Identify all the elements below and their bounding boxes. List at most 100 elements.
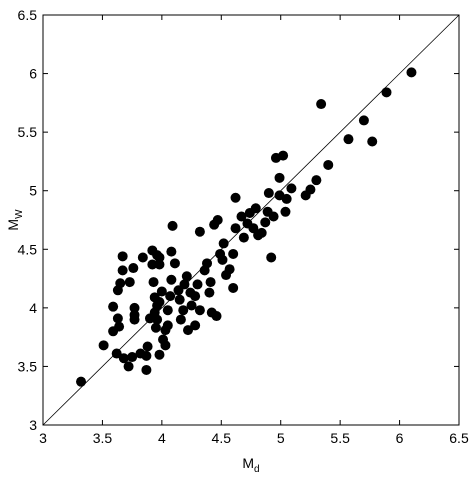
point (305, 184, 316, 195)
point (166, 274, 177, 285)
point (183, 325, 194, 336)
point (128, 263, 139, 274)
x-tick-label: 3 (39, 430, 47, 446)
point (192, 279, 203, 290)
point (268, 211, 279, 222)
point (154, 259, 165, 270)
x-tick-label: 6.5 (449, 430, 469, 446)
point (250, 203, 261, 214)
point (278, 150, 289, 161)
point (212, 215, 223, 225)
point (205, 277, 216, 288)
point (175, 314, 186, 325)
point (186, 300, 197, 311)
y-tick-label: 6 (29, 66, 37, 82)
point (156, 286, 167, 297)
point (137, 252, 148, 263)
y-tick-label: 3 (29, 417, 37, 433)
point (281, 193, 292, 204)
point (154, 349, 165, 360)
point (154, 252, 165, 263)
point (165, 291, 176, 302)
point (112, 313, 123, 324)
point (260, 217, 271, 228)
point (256, 227, 267, 238)
point (152, 314, 163, 325)
y-tick-label: 4.5 (18, 241, 38, 257)
point (230, 192, 241, 203)
point (141, 364, 152, 375)
point (224, 264, 235, 275)
point (127, 352, 138, 363)
point (211, 311, 222, 322)
point (162, 305, 173, 316)
point (160, 340, 171, 351)
point (323, 159, 334, 170)
x-tick-label: 5 (277, 430, 285, 446)
point (190, 291, 201, 302)
point (263, 188, 274, 199)
point (190, 320, 201, 331)
point (178, 305, 189, 316)
point (228, 282, 239, 293)
point (381, 87, 392, 98)
point (98, 340, 109, 351)
point (118, 353, 129, 364)
point (179, 279, 190, 290)
point (218, 238, 229, 249)
point (280, 206, 291, 217)
point (111, 348, 122, 359)
x-tick-label: 3.5 (93, 430, 113, 446)
point (124, 277, 135, 288)
x-tick-label: 6 (396, 430, 404, 446)
point (266, 252, 277, 263)
point (174, 294, 185, 305)
point (181, 271, 192, 282)
point (204, 287, 215, 298)
point (108, 301, 119, 312)
point (228, 248, 239, 259)
point (142, 341, 153, 352)
point (117, 251, 128, 262)
point (129, 309, 140, 320)
point (76, 376, 87, 387)
y-axis-label: MW (5, 209, 25, 231)
point (167, 220, 178, 231)
point (148, 277, 159, 288)
point (311, 175, 322, 186)
x-label-base: M (242, 455, 254, 471)
point (238, 232, 249, 243)
plot-frame (42, 14, 460, 426)
point (343, 134, 354, 145)
point (406, 67, 417, 78)
point (358, 115, 369, 126)
x-tick-label: 4 (158, 430, 166, 446)
point (115, 278, 126, 289)
point (230, 223, 241, 234)
point (194, 226, 205, 237)
point (117, 265, 128, 276)
point (162, 320, 173, 331)
y-label-base: M (5, 219, 21, 231)
point (236, 211, 247, 222)
point (286, 183, 297, 194)
point (316, 99, 327, 110)
point (150, 322, 161, 333)
point (274, 172, 285, 183)
y-label-sub: W (14, 209, 25, 219)
identity-line (42, 14, 460, 426)
point (114, 321, 125, 332)
point (367, 136, 378, 147)
point (129, 302, 140, 313)
point (141, 350, 152, 361)
point (154, 297, 165, 307)
x-tick-label: 4.5 (212, 430, 232, 446)
x-axis-label: Md (242, 455, 259, 475)
point (248, 223, 259, 234)
x-label-sub: d (254, 464, 260, 475)
point (147, 259, 158, 270)
y-tick-label: 6.5 (18, 7, 38, 23)
point (169, 258, 180, 269)
point (166, 246, 177, 257)
